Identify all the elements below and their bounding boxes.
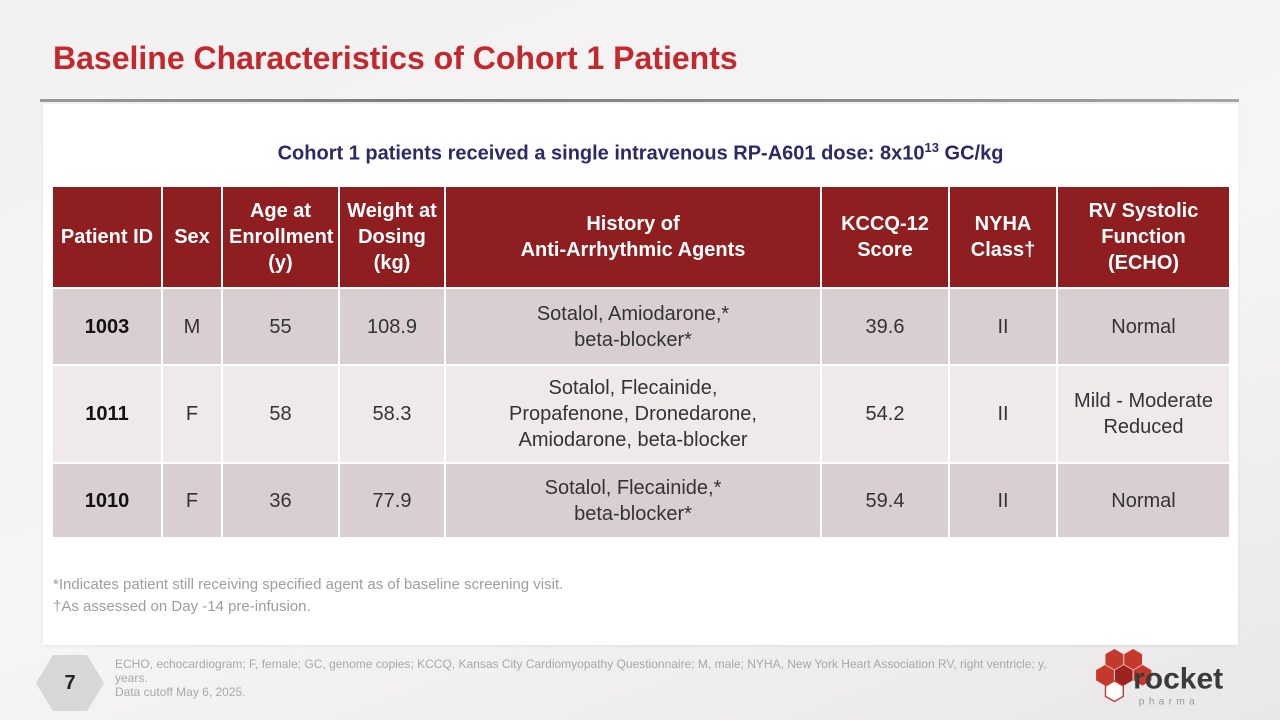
page-number: 7 — [64, 671, 76, 694]
table-row: 1003 M 55 108.9 Sotalol, Amiodarone,* beta-b… — [51, 287, 1231, 366]
table-cell: II — [948, 462, 1058, 539]
column-header: Weight at Dosing (kg) — [338, 185, 446, 289]
rocket-pharma-logo: rocket pharma — [1090, 646, 1240, 712]
table-cell: F — [161, 462, 223, 539]
table-cell: 36 — [221, 462, 340, 539]
content-card: Cohort 1 patients received a single intr… — [43, 104, 1238, 645]
table-cell: 1003 — [51, 287, 163, 366]
table-cell: Normal — [1056, 287, 1231, 366]
table-cell: 54.2 — [820, 364, 950, 464]
rocket-pharma-logo-graphic: rocket pharma — [1096, 649, 1223, 707]
table-cell: M — [161, 287, 223, 366]
table-cell: Sotalol, Flecainide, Propafenone, Droned… — [444, 364, 822, 464]
footer-abbreviations: ECHO, echocardiogram; F, female; GC, gen… — [115, 657, 1050, 699]
baseline-characteristics-table: Patient ID Sex Age at Enrollment (y) Weight… — [51, 185, 1231, 539]
table-cell: 58.3 — [338, 364, 446, 464]
footnotes: *Indicates patient still receiving speci… — [53, 574, 563, 618]
table-cell: 1011 — [51, 364, 163, 464]
table-body: 1003 M 55 108.9 Sotalol, Amiodarone,* beta-b… — [51, 287, 1231, 539]
table-cell: II — [948, 364, 1058, 464]
table-caption: Cohort 1 patients received a single intr… — [43, 140, 1238, 166]
logo-hexagon — [1096, 664, 1114, 686]
column-header: Sex — [161, 185, 223, 289]
caption-suffix: GC/kg — [938, 142, 1004, 165]
column-header: KCCQ-12 Score — [820, 185, 950, 289]
logo-subbrand-text: pharma — [1139, 696, 1199, 707]
table-cell: Sotalol, Flecainide,* beta-blocker* — [444, 462, 822, 539]
abbreviation-definitions: ECHO, echocardiogram; F, female; GC, gen… — [115, 657, 1047, 685]
data-cutoff: Data cutoff May 6, 2025. — [115, 685, 246, 699]
table-cell: 1010 — [51, 462, 163, 539]
logo-hexagon-outline — [1104, 680, 1124, 703]
table-cell: Mild - Moderate Reduced — [1056, 364, 1231, 464]
logo-hexagon — [1133, 664, 1152, 686]
logo-hexagon — [1105, 649, 1124, 670]
table-cell: Sotalol, Amiodarone,* beta-blocker* — [444, 287, 822, 366]
column-header: NYHA Class† — [948, 185, 1058, 289]
column-header: Patient ID — [51, 185, 163, 289]
table-cell: 39.6 — [820, 287, 950, 366]
title-divider — [40, 99, 1239, 102]
table-cell: 108.9 — [338, 287, 446, 366]
table-cell: 55 — [221, 287, 340, 366]
column-header: RV Systolic Function (ECHO) — [1056, 185, 1231, 289]
column-header: Age at Enrollment (y) — [221, 185, 340, 289]
caption-superscript: 13 — [924, 140, 939, 155]
table-cell: II — [948, 287, 1058, 366]
table-row: 1011 F 58 58.3 Sotalol, Flecainide, Propafen… — [51, 364, 1231, 464]
logo-hexagon — [1114, 664, 1133, 686]
column-header: History of Anti-Arrhythmic Agents — [444, 185, 822, 289]
table-cell: F — [161, 364, 223, 464]
table-row: 1010 F 36 77.9 Sotalol, Flecainide,* beta-bl… — [51, 462, 1231, 539]
footnote-asterisk: *Indicates patient still receiving speci… — [53, 576, 564, 593]
table-cell: 58 — [221, 364, 340, 464]
logo-brand-text: rocket — [1133, 662, 1223, 695]
table-cell: 77.9 — [338, 462, 446, 539]
logo-hexagon — [1124, 649, 1143, 670]
table-header-row: Patient ID Sex Age at Enrollment (y) Weight… — [51, 185, 1231, 289]
page-number-badge: 7 — [36, 655, 104, 711]
caption-text: Cohort 1 patients received a single intr… — [277, 142, 925, 165]
table-cell: Normal — [1056, 462, 1231, 539]
footnote-dagger: †As assessed on Day -14 pre-infusion. — [53, 598, 311, 615]
page-title: Baseline Characteristics of Cohort 1 Pat… — [53, 40, 738, 76]
table-cell: 59.4 — [820, 462, 950, 539]
